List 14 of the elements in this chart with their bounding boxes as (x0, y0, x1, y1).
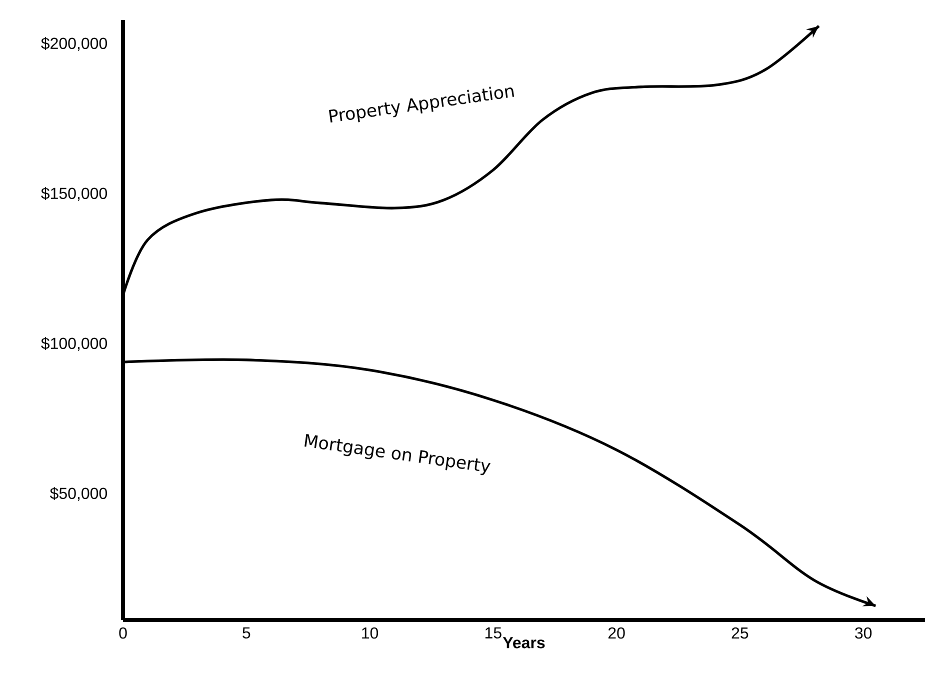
x-tick-label: 10 (362, 627, 378, 639)
x-tick-label: 30 (855, 627, 872, 639)
x-tick-label: 25 (732, 627, 748, 639)
x-tick-label: 20 (608, 627, 625, 639)
x-tick-label: 0 (119, 627, 127, 639)
y-tick-label: $100,000 (41, 337, 107, 351)
y-tick-label: $50,000 (50, 487, 108, 501)
y-tick-label: $150,000 (41, 187, 107, 201)
y-tick-label: $200,000 (41, 37, 107, 51)
x-axis-title: Years (502, 637, 545, 648)
text: Mortgage on Property (304, 434, 491, 476)
x-tick-label: 5 (242, 627, 250, 639)
text: Property Appreciation (328, 86, 514, 122)
x-tick-label: 15 (485, 627, 502, 639)
